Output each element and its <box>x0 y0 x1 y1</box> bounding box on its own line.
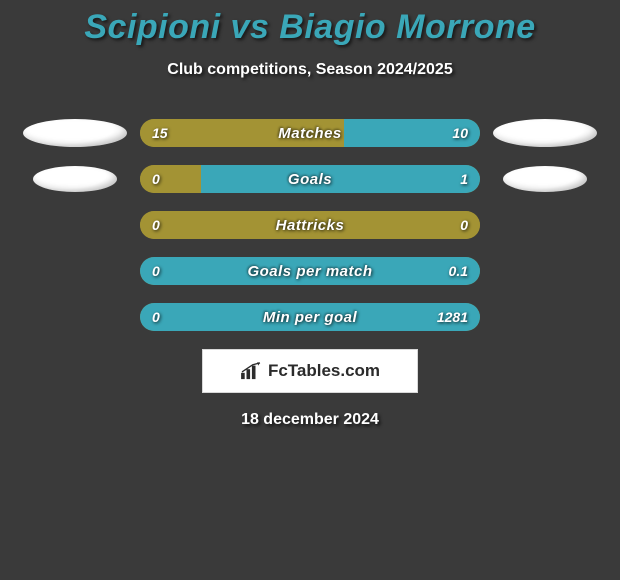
stat-value-right: 1 <box>460 165 468 193</box>
stat-bar: 0 Goals 1 <box>140 165 480 193</box>
stat-row-hattricks: 0 Hattricks 0 <box>0 211 620 239</box>
avatar-left-slot <box>10 119 140 147</box>
stat-value-right: 1281 <box>437 303 468 331</box>
page-title: Scipioni vs Biagio Morrone <box>0 0 620 47</box>
stat-label: Min per goal <box>140 303 480 331</box>
stat-value-right: 0 <box>460 211 468 239</box>
comparison-rows: 15 Matches 10 0 Goals 1 0 Hattrick <box>0 119 620 331</box>
avatar-left-icon <box>33 166 117 192</box>
stat-value-right: 0.1 <box>449 257 468 285</box>
subtitle: Club competitions, Season 2024/2025 <box>0 61 620 79</box>
avatar-right-slot <box>480 119 610 147</box>
stat-label: Goals per match <box>140 257 480 285</box>
avatar-right-slot <box>480 166 610 192</box>
stat-row-matches: 15 Matches 10 <box>0 119 620 147</box>
stat-bar: 15 Matches 10 <box>140 119 480 147</box>
chart-icon <box>240 362 262 380</box>
stat-label: Hattricks <box>140 211 480 239</box>
avatar-left-slot <box>10 166 140 192</box>
stat-bar: 0 Hattricks 0 <box>140 211 480 239</box>
stat-label: Matches <box>140 119 480 147</box>
avatar-left-icon <box>23 119 127 147</box>
avatar-right-icon <box>493 119 597 147</box>
avatar-right-icon <box>503 166 587 192</box>
brand-logo[interactable]: FcTables.com <box>202 349 418 393</box>
brand-text: FcTables.com <box>268 361 380 381</box>
stat-row-min-per-goal: 0 Min per goal 1281 <box>0 303 620 331</box>
stat-row-goals-per-match: 0 Goals per match 0.1 <box>0 257 620 285</box>
stat-value-right: 10 <box>452 119 468 147</box>
date-label: 18 december 2024 <box>0 411 620 429</box>
stat-bar: 0 Goals per match 0.1 <box>140 257 480 285</box>
stat-bar: 0 Min per goal 1281 <box>140 303 480 331</box>
stat-label: Goals <box>140 165 480 193</box>
stat-row-goals: 0 Goals 1 <box>0 165 620 193</box>
